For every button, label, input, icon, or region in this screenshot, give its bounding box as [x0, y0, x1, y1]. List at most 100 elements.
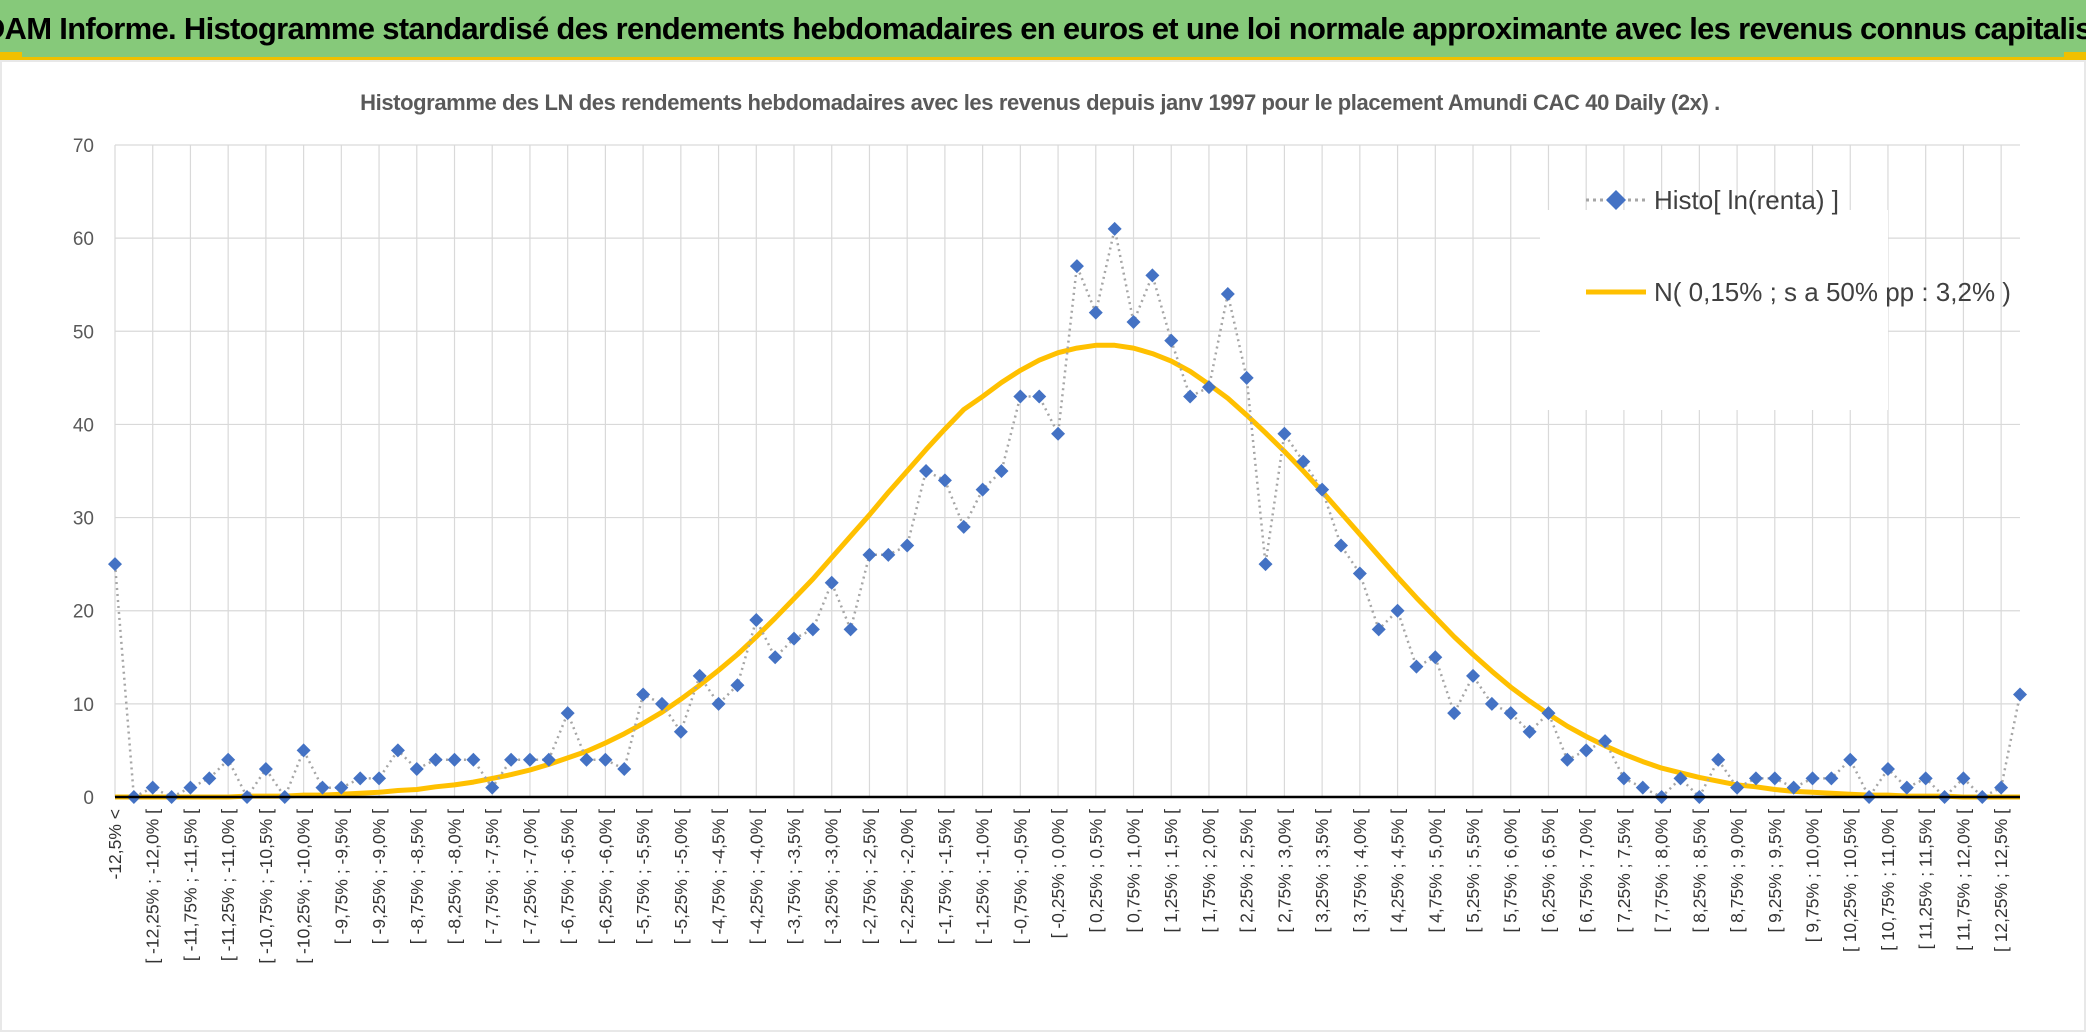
histogram-point: [372, 771, 387, 786]
histogram-point: [1994, 780, 2009, 795]
histogram-point: [1220, 287, 1235, 302]
x-tick-label: [ 3,75% ; 4,0% [: [1350, 809, 1370, 933]
histogram-point: [787, 631, 802, 646]
series-histogram: [108, 221, 2027, 804]
histogram-point: [1880, 762, 1895, 777]
histogram-point: [1013, 389, 1028, 404]
histogram-point: [315, 780, 330, 795]
x-tick-label: [ -7,25% ; -7,0% [: [520, 809, 540, 944]
normal-curve-line: [115, 342, 2020, 800]
histogram-point: [1522, 724, 1537, 739]
histogram-point: [108, 557, 122, 572]
histogram-point: [1616, 771, 1631, 786]
histogram-point: [654, 696, 669, 711]
histogram-point: [1069, 259, 1084, 274]
x-tick-label: [ 8,25% ; 8,5% [: [1689, 809, 1709, 933]
histogram-point: [1447, 706, 1462, 721]
chart-title: Histogramme des LN des rendements hebdom…: [360, 90, 1720, 115]
banner-corner-left: [0, 52, 22, 60]
histogram-point: [956, 519, 971, 534]
histogram-point: [1805, 771, 1820, 786]
histogram-point: [1164, 333, 1179, 348]
histogram-point: [1748, 771, 1763, 786]
x-tick-label: [ -0,75% ; -0,5% [: [1010, 809, 1030, 944]
y-tick-label: 70: [73, 136, 94, 157]
histogram-point: [636, 687, 651, 702]
histogram-point: [1711, 752, 1726, 767]
x-tick-label: [ -1,25% ; -1,0% [: [973, 809, 993, 944]
x-tick-label: [ -4,75% ; -4,5% [: [709, 809, 729, 944]
histogram-point: [1484, 696, 1499, 711]
histogram-point: [975, 482, 990, 497]
y-tick-label: 30: [73, 509, 94, 530]
histogram-point: [541, 752, 556, 767]
histogram-point: [560, 706, 575, 721]
histogram-point: [1390, 603, 1405, 618]
x-tick-label: [ 0,75% ; 1,0% [: [1124, 809, 1144, 933]
x-tick-label: -12,5% <: [105, 809, 125, 880]
histogram-point: [334, 780, 349, 795]
x-tick-label: [ -6,75% ; -6,5% [: [558, 809, 578, 944]
histogram-point: [881, 547, 896, 562]
x-tick-label: [ 9,75% ; 10,0% [: [1803, 809, 1823, 942]
histogram-point: [1333, 538, 1348, 553]
x-axis-ticks: -12,5% < [ -12,25% ; -12,0% [[ -11,75% ; …: [105, 809, 2011, 964]
histogram-point: [711, 696, 726, 711]
x-tick-label: [ 7,25% ; 7,5% [: [1614, 809, 1634, 933]
x-tick-label: [ 10,75% ; 11,0% [: [1878, 809, 1898, 951]
x-tick-label: [ -3,75% ; -3,5% [: [784, 809, 804, 944]
x-tick-label: [ -10,75% ; -10,5% [: [256, 809, 276, 964]
x-tick-label: [ 0,25% ; 0,5% [: [1086, 809, 1106, 933]
report-title: ADAM Informe. Histogramme standardisé de…: [0, 10, 2086, 46]
histogram-point: [1579, 743, 1594, 758]
histogram-point: [145, 780, 160, 795]
histogram-point: [900, 538, 915, 553]
histogram-point: [1126, 314, 1141, 329]
x-tick-label: [ 8,75% ; 9,0% [: [1727, 809, 1747, 933]
histogram-point: [579, 752, 594, 767]
legend: Histo[ ln(renta) ] N( 0,15% ; s a 50% pp…: [1540, 185, 2011, 410]
x-tick-label: [ 10,25% ; 10,5% [: [1840, 809, 1860, 952]
series-normal-curve: [115, 342, 2020, 800]
y-tick-label: 50: [73, 322, 94, 343]
histogram-point: [1315, 482, 1330, 497]
histogram-chart: Histogramme des LN des rendements hebdom…: [73, 90, 2027, 964]
x-tick-label: [ 4,25% ; 4,5% [: [1388, 809, 1408, 933]
histogram-point: [353, 771, 368, 786]
x-tick-label: [ 4,75% ; 5,0% [: [1425, 809, 1445, 933]
histogram-point: [1409, 659, 1424, 674]
x-tick-label: [ -8,25% ; -8,0% [: [445, 809, 465, 944]
histogram-point: [2013, 687, 2027, 702]
legend-histo-label: Histo[ ln(renta) ]: [1654, 185, 1839, 215]
histogram-point: [730, 678, 745, 693]
histogram-point: [522, 752, 537, 767]
y-tick-label: 0: [83, 788, 94, 809]
legend-histo-marker: [1606, 190, 1626, 210]
histogram-point: [1032, 389, 1047, 404]
histogram-point: [1560, 752, 1575, 767]
legend-normal-label: N( 0,15% ; s a 50% pp : 3,2% ): [1654, 277, 2011, 307]
histogram-point: [1899, 780, 1914, 795]
histogram-point: [409, 762, 424, 777]
histogram-point: [1956, 771, 1971, 786]
histogram-point: [673, 724, 688, 739]
histogram-point: [937, 473, 952, 488]
histogram-point: [1239, 370, 1254, 385]
x-tick-label: [ -7,75% ; -7,5% [: [482, 809, 502, 944]
report-banner: ADAM Informe. Histogramme standardisé de…: [0, 0, 2086, 60]
x-tick-label: [ 11,75% ; 12,0% [: [1953, 809, 1973, 951]
x-tick-label: [ 6,25% ; 6,5% [: [1538, 809, 1558, 933]
legend-box: [1540, 210, 1888, 410]
x-tick-label: [ 2,75% ; 3,0% [: [1274, 809, 1294, 933]
histogram-point: [1503, 706, 1518, 721]
histogram-line: [113, 228, 2022, 800]
histogram-point: [1428, 650, 1443, 665]
histogram-point: [919, 464, 934, 478]
x-tick-label: [ 2,25% ; 2,5% [: [1237, 809, 1257, 933]
x-tick-label: [ 5,75% ; 6,0% [: [1501, 809, 1521, 933]
histogram-point: [1730, 780, 1745, 795]
x-tick-label: [ -10,25% ; -10,0% [: [294, 809, 314, 964]
x-tick-label: [ -3,25% ; -3,0% [: [822, 809, 842, 944]
x-tick-label: [ 7,75% ; 8,0% [: [1652, 809, 1672, 933]
histogram-point: [1258, 557, 1273, 572]
